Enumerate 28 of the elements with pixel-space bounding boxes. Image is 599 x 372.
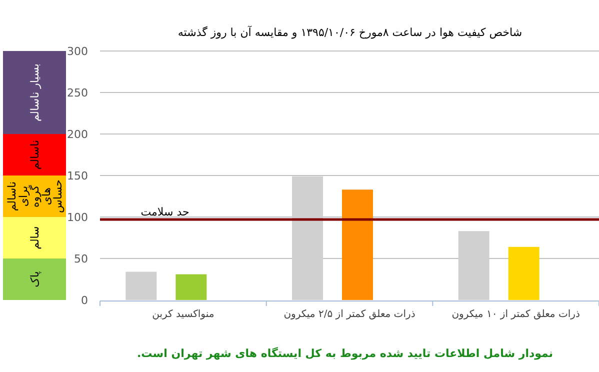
y-tick-label: 0 [81,294,88,307]
bar [508,246,540,300]
y-tick-label: 300 [67,45,88,58]
bar [458,231,490,300]
x-tick-label: منواکسید کربن [152,309,214,320]
bar [3,217,66,258]
series-label: پاک [28,271,42,288]
bar [3,134,66,176]
x-tick-label: ذرات معلق کمتر از ۱۰ میکرون [452,309,580,320]
y-tick-label: 200 [67,128,88,141]
text: نمودار شامل اطلاعات تایید شده مربوط به کل ایستگاه های شهر تهران است. [136,347,554,360]
bar [3,51,66,134]
bar [126,272,157,300]
bar [342,190,373,300]
ref-line-label: حد سلامت [140,205,190,218]
bar [292,176,323,300]
series-label: بسیار ناسالم [28,63,42,122]
chart-title: شاخص کیفیت هوا در ساعت ۸مورخ ۱۳۹۵/۱۰/۰۶ و مقایسه آن با روز گذشته [178,25,522,39]
series-label: سالم [28,226,42,250]
y-tick-label: 250 [67,86,88,100]
series-label: ناسالم [28,140,42,170]
bar [3,258,66,300]
y-tick-label: 150 [67,170,88,182]
bar [176,274,207,300]
series-label: ناسالم برای گروه های حساس [5,180,64,213]
x-tick-label: ذرات معلق کمتر از ۲/۵ میکرون [284,309,416,320]
y-tick-label: 50 [74,252,88,266]
y-tick-label: 100 [67,211,88,224]
